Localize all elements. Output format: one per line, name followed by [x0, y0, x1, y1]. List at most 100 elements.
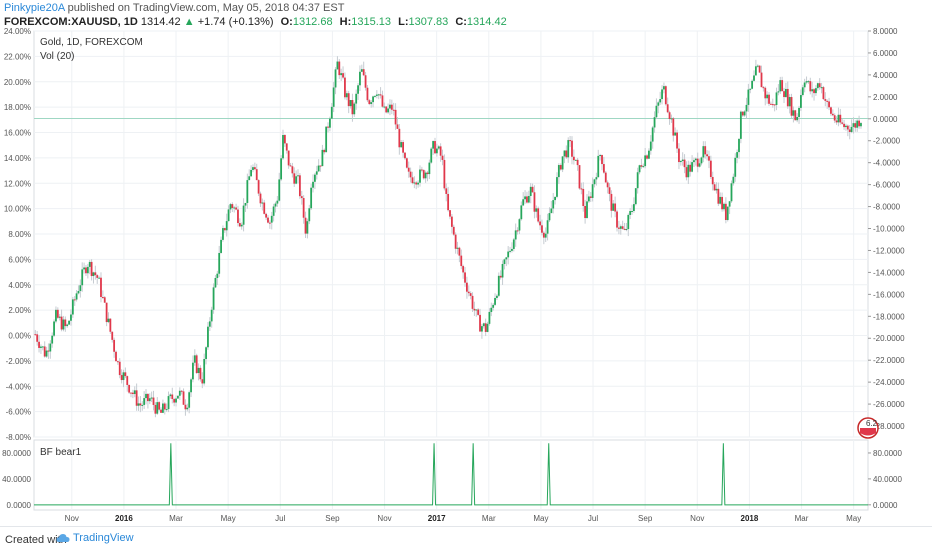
candle-body — [546, 220, 549, 234]
candle-body — [197, 367, 200, 374]
candle-body — [86, 266, 89, 274]
candle-body — [582, 188, 585, 207]
candle-body — [816, 83, 819, 89]
candle-body — [696, 158, 699, 167]
candle-body — [304, 217, 307, 234]
candle-body — [353, 103, 356, 115]
candle-body — [614, 203, 617, 212]
candle-body — [218, 252, 221, 274]
candle-body — [298, 175, 301, 197]
candle-body — [385, 106, 388, 113]
value-tick-label: -16.0000 — [873, 290, 905, 299]
candle-body — [514, 230, 517, 240]
candle-body — [259, 193, 262, 204]
candle-body — [205, 347, 207, 359]
candle-body — [214, 277, 217, 288]
candle-body — [760, 72, 763, 88]
candle-body — [501, 263, 504, 278]
candle-body — [165, 409, 168, 411]
candle-body — [402, 142, 404, 153]
open-value: 1312.68 — [292, 16, 333, 28]
candle-body — [315, 171, 318, 175]
candle-body — [246, 180, 249, 203]
candle-body — [321, 149, 324, 167]
candle-body — [533, 192, 536, 212]
candle-body — [195, 355, 198, 374]
candle-body — [344, 77, 346, 98]
value-tick-label: -28.0000 — [873, 422, 905, 431]
value-tick-label: -26.0000 — [873, 400, 905, 409]
candle-body — [372, 96, 374, 103]
percent-tick-label: 12.00% — [4, 179, 31, 188]
candle-body — [173, 399, 176, 403]
candle-body — [512, 239, 515, 249]
price-chart[interactable]: 24.00% 22.00% 20.00% 18.00% 16.00% 14.00% 12.0… — [0, 0, 932, 526]
candle-body — [467, 291, 470, 294]
candle-body — [556, 177, 558, 197]
candle-body — [398, 128, 401, 148]
percent-tick-label: 4.00% — [8, 281, 31, 290]
candle-body — [184, 404, 187, 410]
candle-body — [330, 106, 333, 119]
percent-tick-label: 18.00% — [4, 103, 31, 112]
candle-body — [244, 202, 247, 206]
symbol-label[interactable]: FOREXCOM:XAUUSD, 1D — [4, 16, 138, 28]
candle-body — [584, 206, 587, 219]
candle-body — [169, 394, 172, 397]
candle-body — [355, 93, 358, 104]
candle-body — [794, 110, 797, 121]
candle-body — [578, 165, 581, 189]
candle-body — [691, 162, 693, 172]
candle-body — [496, 295, 498, 298]
candle-body — [450, 216, 453, 227]
instrument-legend[interactable]: Gold, 1D, FOREXCOM — [40, 37, 143, 48]
candle-body — [193, 355, 196, 363]
candle-body — [51, 335, 54, 344]
lower-indicator-legend[interactable]: BF bear1 — [40, 447, 82, 458]
candle-body — [242, 205, 245, 225]
candle-body — [769, 103, 772, 105]
candle-body — [655, 105, 658, 118]
candle-body — [297, 175, 299, 177]
candle-body — [62, 319, 65, 330]
candle-body — [625, 229, 628, 231]
candle-body — [422, 170, 425, 179]
value-tick-label: 2.0000 — [873, 93, 898, 102]
value-tick-label: 8.0000 — [873, 27, 898, 36]
candle-body — [154, 404, 157, 414]
candle-body — [828, 101, 830, 108]
candle-body — [642, 166, 645, 168]
candle-body — [364, 75, 367, 88]
candle-body — [683, 159, 686, 168]
time-tick-label: Nov — [65, 514, 79, 523]
tradingview-link[interactable]: TradingView — [56, 532, 134, 544]
candle-body — [293, 173, 296, 184]
candle-body — [724, 203, 727, 220]
candle-body — [557, 165, 560, 178]
author-link[interactable]: Pinkypie20A — [4, 2, 65, 14]
candle-body — [771, 104, 774, 106]
candle-body — [627, 214, 630, 230]
candle-body — [329, 118, 331, 128]
candle-body — [535, 208, 538, 212]
candle-body — [255, 169, 258, 181]
value-tick-label: 4.0000 — [873, 71, 898, 80]
candle-body — [409, 171, 412, 178]
candle-body — [595, 177, 598, 180]
candle-body — [739, 111, 742, 139]
candle-body — [263, 202, 266, 214]
candle-body — [659, 99, 662, 103]
created-with-text: Created with — [5, 534, 67, 546]
candle-body — [704, 146, 707, 155]
candle-body — [360, 69, 363, 72]
candle-body — [484, 323, 487, 332]
time-tick-label: Nov — [377, 514, 391, 523]
candle-body — [505, 257, 508, 260]
indicator-legend[interactable]: Vol (20) — [40, 51, 74, 62]
percent-tick-label: -2.00% — [6, 357, 31, 366]
percent-tick-label: 6.00% — [8, 255, 31, 264]
candle-body — [212, 287, 215, 310]
flag-badge[interactable]: 6.2 — [857, 417, 879, 439]
candle-body — [70, 314, 72, 321]
candle-body — [124, 372, 127, 377]
